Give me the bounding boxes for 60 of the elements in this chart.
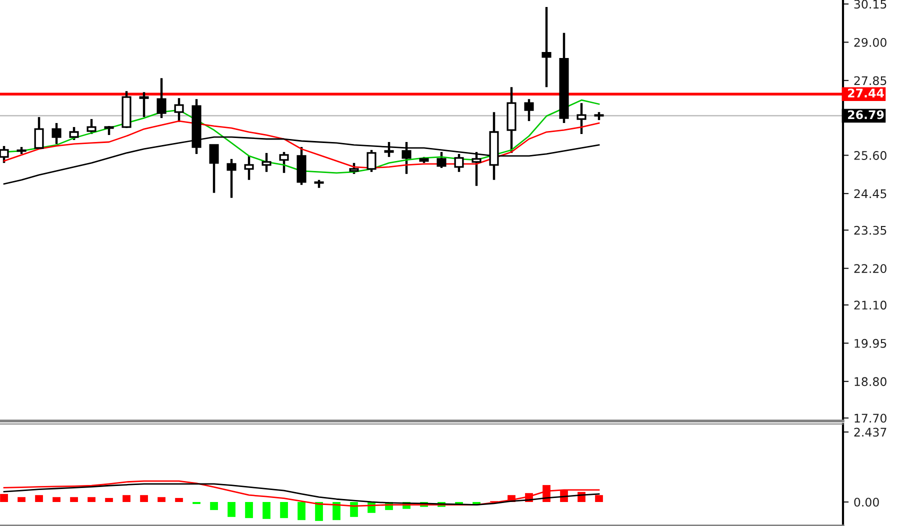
y-tick-label: 23.35 <box>854 226 886 235</box>
bar <box>228 502 236 517</box>
candlestick <box>279 150 289 174</box>
candlestick <box>244 154 254 182</box>
bar <box>192 502 200 504</box>
bar <box>262 502 270 519</box>
candlestick <box>262 152 272 174</box>
y-tick-label: 19.95 <box>854 338 886 348</box>
y-tick-label: 22.20 <box>854 264 886 274</box>
candlestick <box>576 102 586 136</box>
bar <box>280 502 288 518</box>
bar <box>315 502 323 521</box>
candlestick <box>86 118 96 136</box>
candlestick <box>34 116 44 150</box>
bar <box>140 495 148 502</box>
candlestick <box>524 98 534 122</box>
candlestick <box>384 140 394 158</box>
bar <box>245 502 253 518</box>
bar <box>0 494 8 502</box>
y-tick-label: 17.70 <box>854 414 886 423</box>
candlestick <box>542 6 552 88</box>
bar <box>595 495 603 502</box>
candlestick <box>402 140 412 176</box>
ref-line-label: 26.79 <box>848 110 884 120</box>
bar <box>105 498 113 502</box>
y-tick-label: 27.85 <box>854 76 886 86</box>
y-tick-label: 25.60 <box>854 151 886 160</box>
candlestick <box>366 148 376 174</box>
bar <box>350 502 358 517</box>
candlestick <box>174 96 184 124</box>
bar <box>88 497 96 502</box>
ref-line-label: 27.44 <box>848 88 884 98</box>
bar <box>298 502 306 520</box>
candlestick <box>209 144 219 194</box>
y-tick-label: 24.45 <box>854 189 886 198</box>
bar <box>158 497 166 502</box>
y-tick-label: 30.15 <box>854 0 886 9</box>
y-tick-label: 18.80 <box>854 377 886 386</box>
bar <box>122 495 130 502</box>
candlestick <box>0 144 9 164</box>
y-tick-label: 21.10 <box>854 300 886 310</box>
candlestick <box>226 158 236 199</box>
y-tick-label: 0.00 <box>854 498 879 507</box>
y-tick-label: 29.00 <box>854 38 886 47</box>
candlestick <box>436 150 446 170</box>
y-tick-label: 2.437 <box>854 428 886 437</box>
bar <box>332 502 340 520</box>
candlestick <box>349 162 359 176</box>
bar <box>210 502 218 510</box>
bar <box>35 495 43 502</box>
bar <box>70 497 78 502</box>
bar <box>175 498 183 502</box>
line-series <box>3 120 600 169</box>
candlestick <box>156 77 166 120</box>
candlestick <box>69 126 79 142</box>
bar <box>52 497 60 502</box>
candlestick <box>454 152 464 174</box>
bar <box>18 497 26 502</box>
candlestick <box>52 122 62 146</box>
candlestick <box>139 91 149 118</box>
